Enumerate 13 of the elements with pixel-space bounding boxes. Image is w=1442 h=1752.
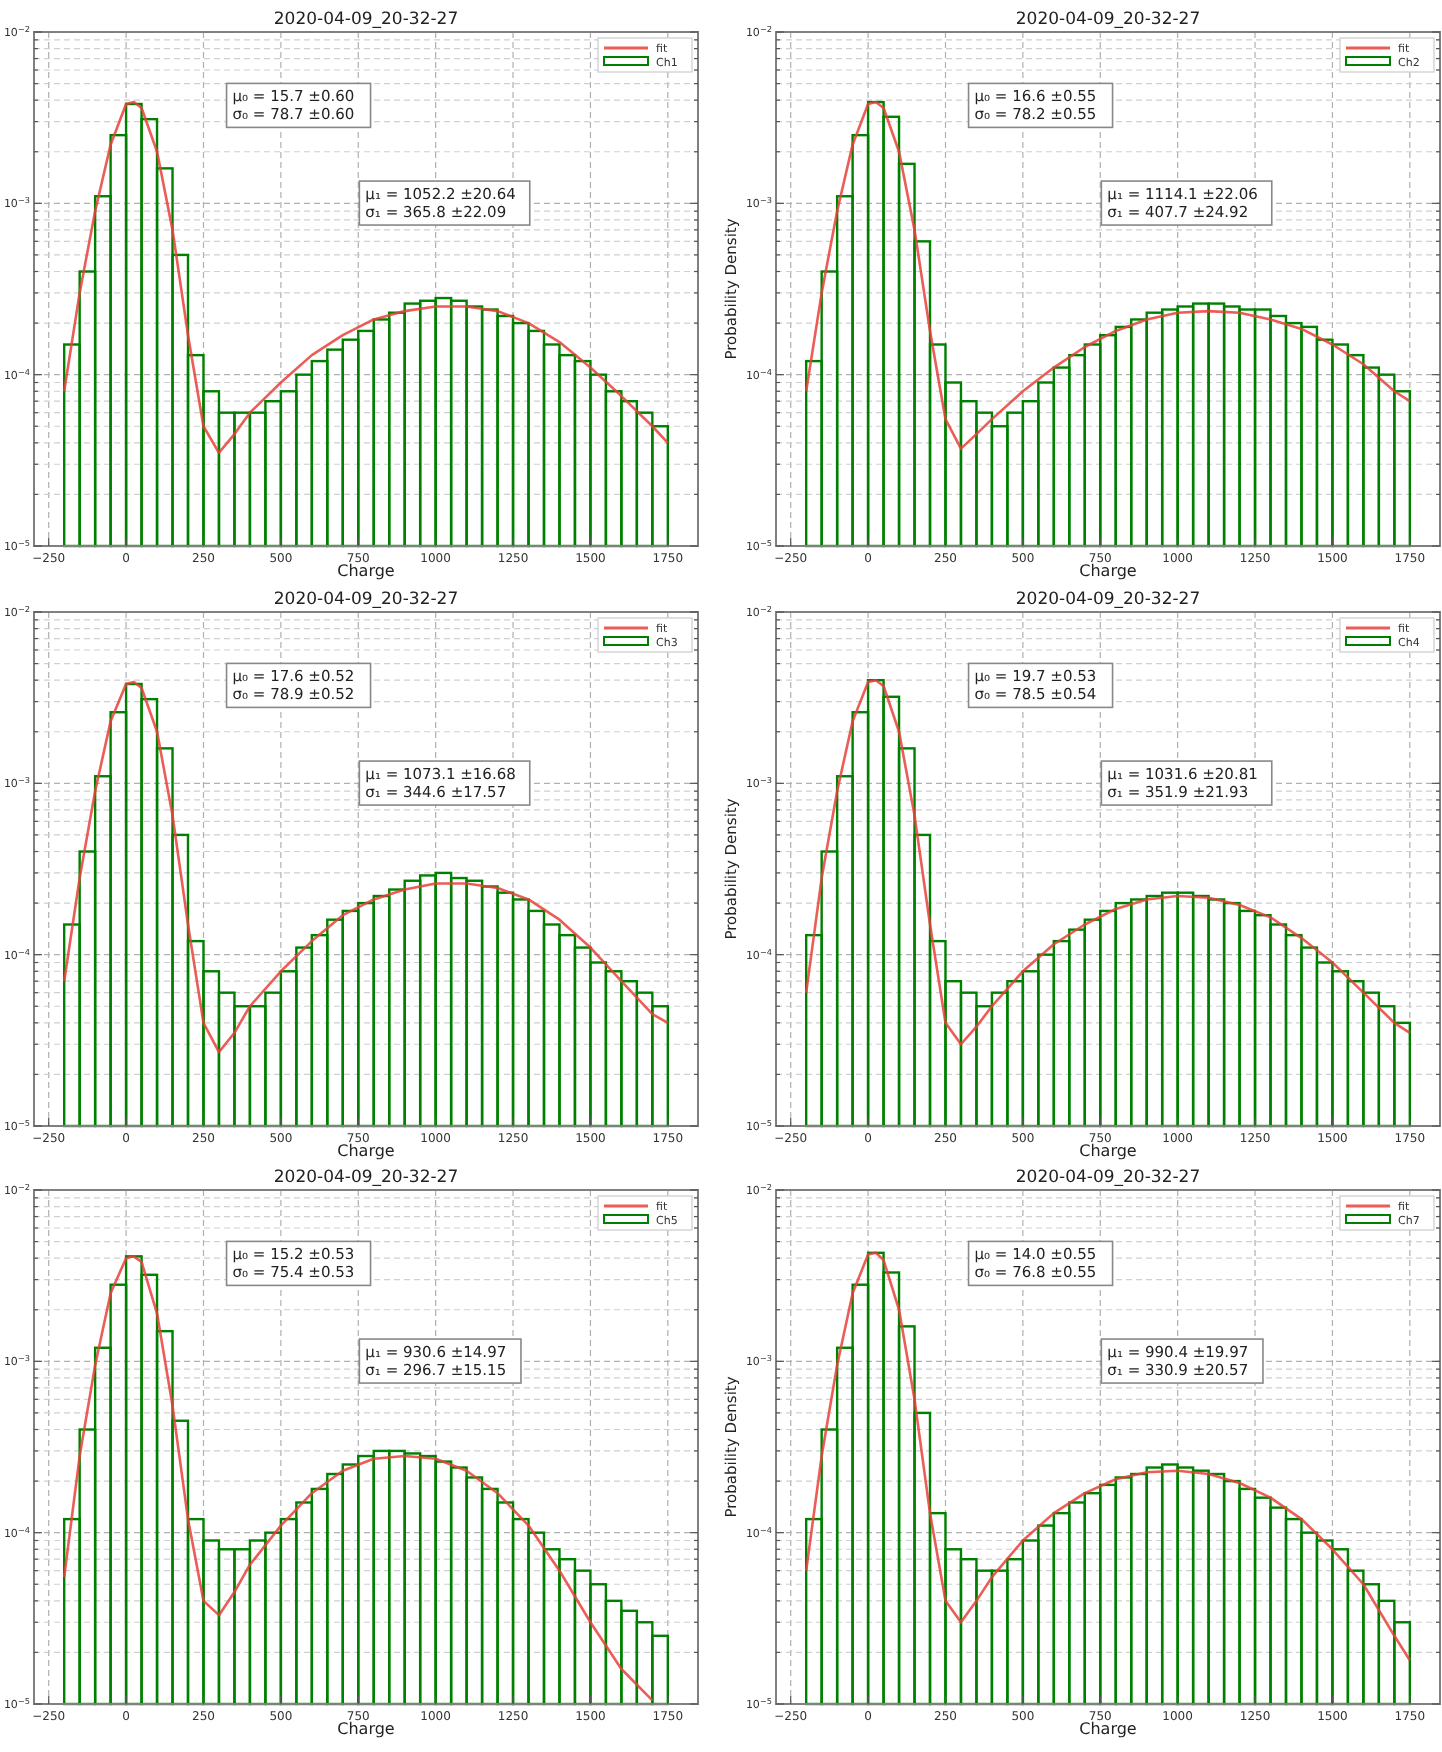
x-axis-title: Charge: [337, 1142, 395, 1160]
x-axis-title: Charge: [337, 562, 395, 580]
chart-title: 2020-04-09_20-32-27: [1015, 10, 1201, 30]
chart-title: 2020-04-09_20-32-27: [273, 590, 459, 610]
line-series: [804, 1251, 1412, 1662]
chart-title: 2020-04-09_20-32-27: [1015, 590, 1201, 610]
chart-title: 2020-04-09_20-32-27: [273, 1168, 459, 1188]
x-axis-title: Charge: [1079, 562, 1137, 580]
chart-title: 2020-04-09_20-32-27: [1015, 1168, 1201, 1188]
chart-title: 2020-04-09_20-32-27: [273, 10, 459, 30]
x-axis-title: Charge: [1079, 1720, 1137, 1738]
x-axis-title: Charge: [1079, 1142, 1137, 1160]
x-axis-title: Charge: [337, 1720, 395, 1738]
